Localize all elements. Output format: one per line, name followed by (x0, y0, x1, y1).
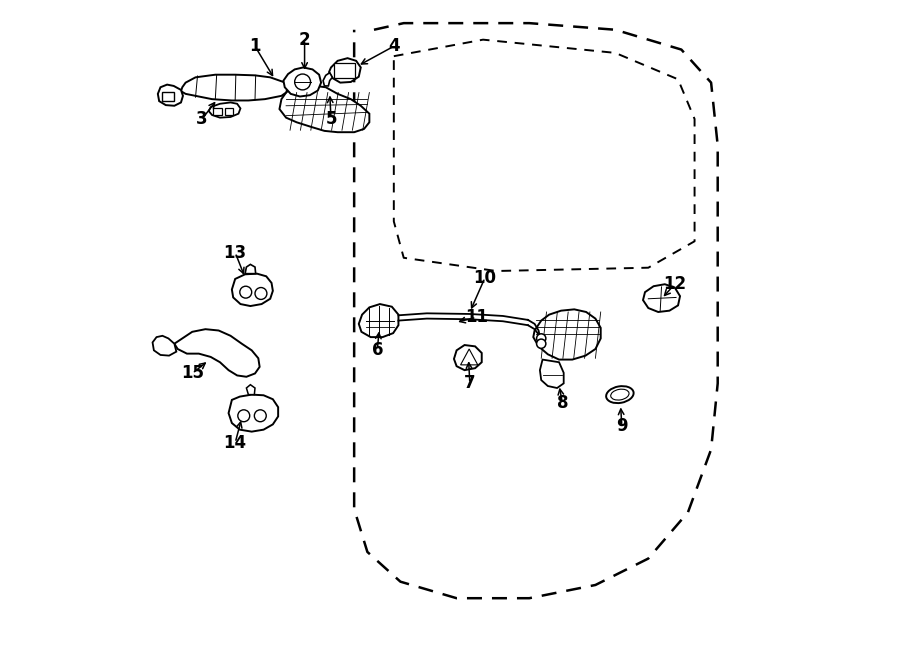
Polygon shape (323, 73, 332, 86)
Ellipse shape (606, 386, 634, 403)
Polygon shape (643, 284, 680, 312)
Polygon shape (153, 336, 176, 356)
Bar (213, 108, 222, 115)
Text: 5: 5 (325, 110, 337, 128)
Polygon shape (209, 102, 240, 118)
Text: 9: 9 (616, 417, 627, 436)
Circle shape (255, 410, 266, 422)
Circle shape (255, 288, 267, 299)
Circle shape (239, 286, 252, 298)
Polygon shape (284, 67, 321, 97)
Polygon shape (329, 58, 361, 83)
Polygon shape (461, 349, 478, 365)
Bar (163, 92, 175, 101)
Circle shape (536, 334, 545, 343)
Text: 3: 3 (196, 110, 208, 128)
Polygon shape (229, 395, 278, 432)
Polygon shape (181, 75, 288, 100)
Bar (334, 63, 356, 78)
Polygon shape (534, 309, 600, 360)
Polygon shape (359, 304, 399, 337)
Text: 7: 7 (464, 374, 475, 393)
Text: 8: 8 (556, 394, 568, 412)
Polygon shape (540, 360, 563, 388)
Bar (225, 108, 233, 115)
Polygon shape (158, 85, 183, 106)
Circle shape (238, 410, 249, 422)
Polygon shape (232, 274, 273, 306)
Text: 15: 15 (181, 364, 203, 383)
Polygon shape (247, 385, 255, 395)
Circle shape (536, 339, 545, 348)
Text: 2: 2 (299, 30, 310, 49)
Circle shape (294, 74, 310, 90)
Text: 6: 6 (372, 341, 383, 360)
Text: 12: 12 (663, 275, 687, 293)
Text: 14: 14 (223, 434, 247, 452)
Text: 11: 11 (465, 308, 488, 327)
Polygon shape (245, 264, 256, 274)
Polygon shape (175, 329, 259, 377)
Polygon shape (280, 85, 369, 132)
Text: 1: 1 (249, 37, 261, 56)
Text: 4: 4 (388, 37, 400, 56)
Polygon shape (454, 345, 482, 370)
Text: 10: 10 (473, 268, 497, 287)
Ellipse shape (611, 389, 629, 400)
Text: 13: 13 (223, 243, 247, 262)
